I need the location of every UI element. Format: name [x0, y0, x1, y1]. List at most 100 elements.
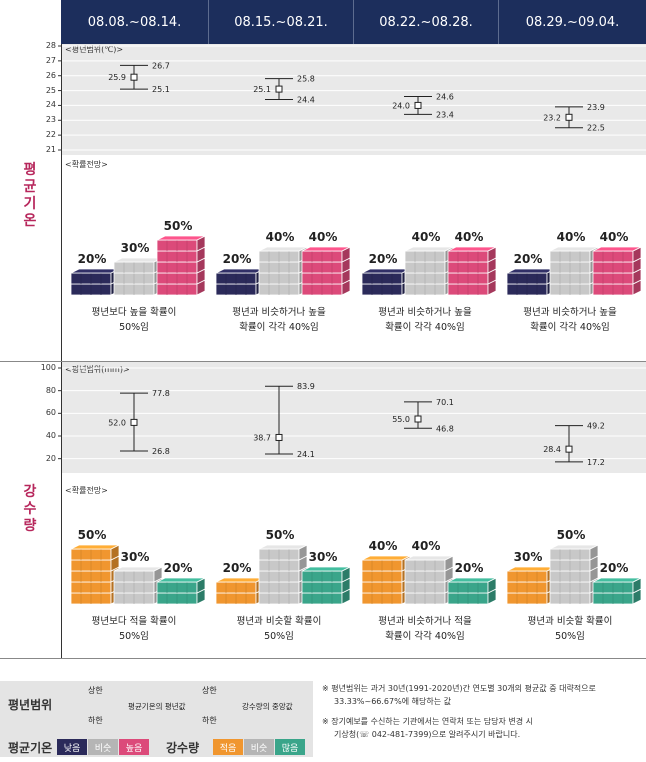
temp-block-낮음 [361, 268, 411, 296]
temp-range-subtitle: <평년범위(℃)> [64, 44, 125, 55]
temp-tick-label: 21 [45, 145, 56, 154]
temp-upper-label: 25.8 [297, 75, 315, 84]
temp-tick-label: 23 [45, 115, 56, 125]
temp-upper-label: 24.6 [436, 93, 454, 102]
temp-mean-label: 23.2 [543, 113, 561, 122]
temp-mean-marker [414, 101, 422, 109]
temp-block-높음 [447, 246, 497, 296]
temp-mean-label: 25.9 [108, 73, 126, 82]
precip-block-적음 [215, 577, 265, 605]
precipitation-section-label: 강수량 [0, 484, 60, 535]
precip-block-비슷 [549, 544, 599, 605]
temp-lower-label: 23.4 [436, 110, 454, 119]
precip-tick-label: 60 [45, 408, 56, 418]
precip-description-line: 평년과 비슷할 확률이 [527, 616, 613, 627]
temp-upper-label: 23.9 [587, 103, 605, 112]
temp-lower-label: 25.1 [152, 85, 170, 94]
week-header-2: 08.15.~08.21. [208, 0, 353, 44]
precip-tick-label: 80 [45, 385, 56, 395]
temp-mean-marker [130, 73, 138, 81]
precip-upper-label: 83.9 [297, 382, 315, 391]
temp-pct-label: 40% [454, 230, 484, 244]
bottom-line [0, 658, 646, 659]
temp-description: 평년보다 높을 확률이 50%임 [64, 305, 204, 335]
precip-pct-label: 20% [163, 561, 193, 575]
precip-mean-label: 52.0 [108, 418, 126, 427]
temperature-section-label: 평균기온 [0, 162, 60, 230]
precip-mean-marker [414, 415, 422, 423]
precip-block-비슷 [258, 544, 308, 605]
legend-temp-lower: 하한 [88, 716, 103, 725]
temp-description-line: 평년과 비슷하거나 높을 [378, 307, 472, 318]
precip-description: 평년보다 적을 확률이 50%임 [64, 614, 204, 644]
precip-lower-label: 26.8 [152, 447, 170, 456]
temp-range-panel [61, 44, 646, 155]
precip-range-panel [61, 362, 646, 473]
temp-block-낮음 [506, 268, 556, 296]
legend-chip-similar2: 비슷 [244, 739, 274, 755]
temp-lower-label: 22.5 [587, 124, 605, 133]
note-4: 기상청(☏ 042-481-7399)으로 알려주시기 바랍니다. [334, 730, 521, 739]
precip-mean-label: 55.0 [392, 415, 410, 424]
precip-description-line: 50%임 [555, 631, 585, 642]
precip-mean-marker [275, 433, 283, 441]
left-axis-line [61, 44, 62, 658]
legend-precip-lower: 하한 [202, 716, 217, 725]
temp-pct-label: 50% [163, 219, 193, 233]
section-divider [0, 361, 646, 362]
temp-tick-label: 27 [45, 55, 56, 65]
temp-block-비슷 [113, 257, 163, 296]
note-1: ※ 평년범위는 과거 30년(1991-2020년)간 연도별 30개의 평균값… [322, 684, 596, 693]
precip-block-비슷 [404, 555, 454, 605]
temp-block-비슷 [258, 246, 308, 296]
temp-block-낮음 [70, 268, 120, 296]
temp-lower-label: 24.4 [297, 95, 315, 104]
temp-mean-label: 24.0 [392, 101, 410, 110]
temp-block-높음 [592, 246, 642, 296]
temp-tick-label: 25 [45, 85, 56, 95]
temp-description-line: 평년과 비슷하거나 높을 [232, 307, 326, 318]
legend-chip-high: 높음 [119, 739, 149, 755]
precip-tick-label: 40 [45, 431, 56, 440]
precip-prob-subtitle: <확률전망> [64, 485, 109, 496]
precip-tick-label: 20 [45, 453, 56, 463]
temp-description-line: 50%임 [119, 322, 149, 333]
precip-block-적음 [70, 544, 120, 605]
temp-pct-label: 40% [265, 230, 295, 244]
temp-mean-marker [565, 113, 573, 121]
legend-chip-more: 많음 [275, 739, 305, 755]
temp-pct-label: 40% [308, 230, 338, 244]
precip-description-line: 평년과 비슷하거나 적을 [378, 616, 472, 627]
precip-description-line: 평년보다 적을 확률이 [91, 616, 177, 627]
legend-range-title: 평년범위 [8, 698, 53, 712]
temp-block-낮음 [215, 268, 265, 296]
precip-block-많음 [592, 577, 642, 605]
precip-description-line: 50%임 [119, 631, 149, 642]
precip-description-line: 확률이 각각 40%임 [385, 631, 465, 642]
legend-precip-note: 강수량의 중앙값 [242, 702, 293, 711]
precip-upper-label: 70.1 [436, 398, 454, 407]
week-header-1: 08.08.~08.14. [61, 0, 208, 44]
precip-mean-label: 38.7 [253, 433, 271, 442]
precip-range-subtitle: <평년범위(mm)> [64, 364, 131, 375]
precip-block-비슷 [113, 566, 163, 605]
temp-pct-label: 30% [120, 241, 150, 255]
precip-upper-label: 77.8 [152, 389, 170, 398]
temperature-label-text: 평균기온 [23, 162, 37, 229]
temp-tick-label: 26 [45, 70, 56, 80]
temp-pct-label: 20% [77, 252, 107, 266]
temp-description: 평년과 비슷하거나 높을 확률이 각각 40%임 [209, 305, 349, 335]
precip-pct-label: 50% [77, 528, 107, 542]
temp-mean-label: 25.1 [253, 85, 271, 94]
temp-pct-label: 20% [222, 252, 252, 266]
precip-mean-marker [565, 445, 573, 453]
temp-description-line: 평년보다 높을 확률이 [91, 307, 177, 318]
temp-description: 평년과 비슷하거나 높을 확률이 각각 40%임 [500, 305, 640, 335]
temp-block-비슷 [549, 246, 599, 296]
week-header-3: 08.22.~08.28. [353, 0, 498, 44]
legend-precip-upper: 상한 [202, 686, 217, 695]
precip-pct-label: 30% [308, 550, 338, 564]
precip-tick-label: 100 [40, 363, 56, 372]
precip-pct-label: 30% [120, 550, 150, 564]
